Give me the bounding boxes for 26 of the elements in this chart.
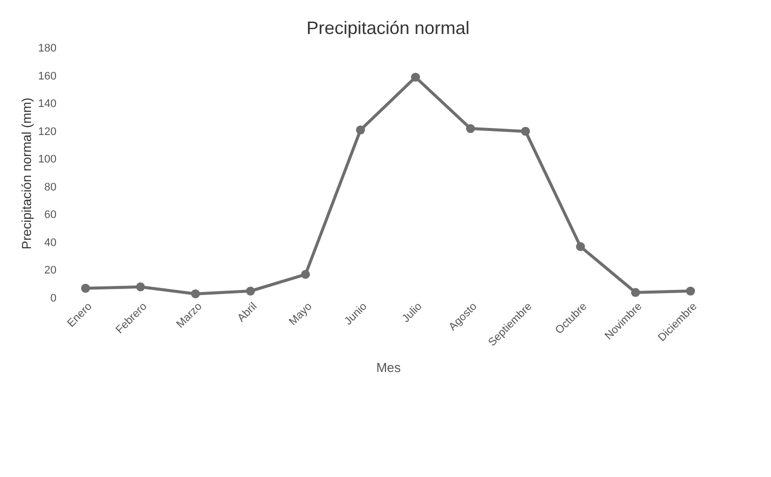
point bbox=[136, 282, 145, 292]
y-tick-label: 80 bbox=[44, 181, 56, 194]
y-tick-label: 40 bbox=[44, 236, 56, 249]
y-axis-title: Precipitación normal (mm) bbox=[19, 98, 34, 250]
y-tick-label: 20 bbox=[44, 264, 56, 277]
x-tick-label: Julio bbox=[400, 300, 424, 325]
point bbox=[521, 126, 530, 136]
y-tick-label: 100 bbox=[38, 154, 56, 166]
y-tick-label: 0 bbox=[50, 292, 56, 304]
point bbox=[246, 286, 255, 296]
point bbox=[466, 124, 475, 134]
point bbox=[301, 270, 310, 279]
x-axis-title: Mes bbox=[376, 360, 402, 376]
chart-title: Precipitación normal bbox=[306, 18, 470, 38]
y-tick-label: 60 bbox=[44, 209, 56, 222]
point bbox=[411, 72, 420, 82]
point bbox=[631, 288, 640, 297]
point bbox=[576, 242, 585, 252]
y-tick-label: 160 bbox=[38, 70, 56, 82]
point bbox=[191, 289, 200, 298]
y-tick-label: 180 bbox=[38, 42, 56, 54]
y-tick-label: 140 bbox=[38, 98, 56, 110]
y-tick-label: 120 bbox=[38, 126, 56, 138]
point bbox=[81, 284, 90, 293]
point bbox=[686, 286, 695, 296]
point bbox=[356, 125, 365, 134]
